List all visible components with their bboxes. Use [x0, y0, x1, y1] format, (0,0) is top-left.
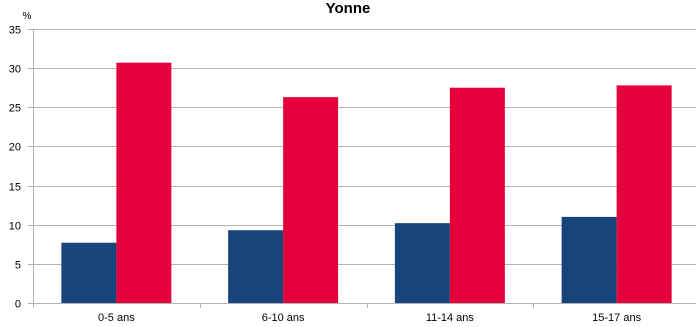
y-tick-label: 25	[9, 103, 21, 115]
x-tick-label: 15-17 ans	[592, 312, 641, 324]
y-tick-labels: 0 5 10 15 20 25 30 35	[9, 25, 21, 311]
y-tick-label: 20	[9, 142, 21, 154]
axes	[33, 29, 696, 308]
bar-series-2-6-10 ans	[283, 97, 339, 303]
bars	[61, 62, 672, 303]
bar-series-2-0-5 ans	[116, 62, 172, 303]
x-tick-labels: 0-5 ans 6-10 ans 11-14 ans 15-17 ans	[98, 312, 642, 324]
x-tick-label: 6-10 ans	[262, 312, 305, 324]
bar-series-1-11-14 ans	[394, 223, 450, 303]
chart-title: Yonne	[326, 0, 371, 17]
x-tick-label: 11-14 ans	[426, 312, 475, 324]
bar-series-1-0-5 ans	[61, 242, 117, 303]
x-tick-label: 0-5 ans	[98, 312, 135, 324]
bar-series-2-11-14 ans	[449, 87, 505, 303]
y-axis-unit-label: %	[23, 11, 32, 22]
y-tick-label: 10	[9, 221, 21, 233]
bar-series-2-15-17 ans	[616, 85, 672, 303]
y-tick-label: 5	[15, 260, 21, 272]
y-tick-label: 0	[15, 299, 21, 311]
y-tick-label: 15	[9, 182, 21, 194]
bar-series-1-6-10 ans	[228, 230, 284, 303]
y-tick-label: 30	[9, 64, 21, 76]
bar-series-1-15-17 ans	[561, 216, 617, 303]
y-tick-label: 35	[9, 25, 21, 37]
